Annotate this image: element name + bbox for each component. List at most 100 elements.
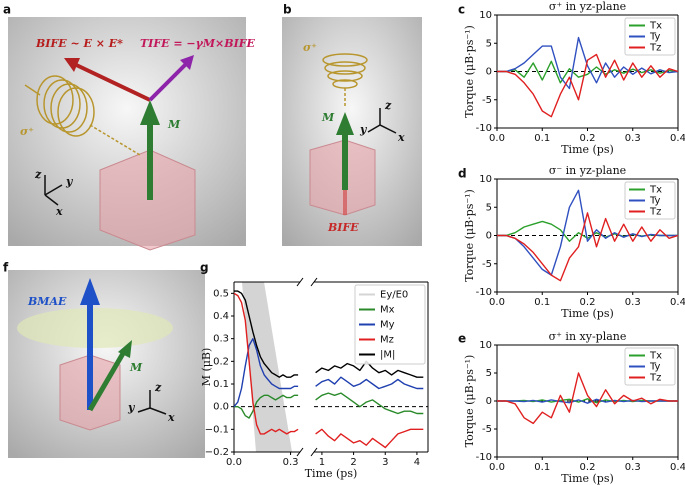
panel-letter: e — [458, 332, 466, 346]
legend-label: My — [380, 320, 395, 331]
y-tick-label: 0 — [486, 231, 492, 242]
x-tick-label: 3 — [382, 457, 388, 468]
axis-break — [296, 277, 304, 287]
y-tick-label: −0.1 — [205, 424, 229, 435]
axis-y: y — [359, 123, 368, 136]
axis-x: x — [55, 205, 63, 218]
legend-box — [354, 284, 426, 365]
legend-box — [624, 347, 676, 386]
m-label: M — [321, 111, 335, 124]
legend-label: Mz — [380, 335, 394, 346]
y-axis-label: Torque (μB·ps⁻¹) — [463, 189, 476, 282]
legend-label: Tx — [649, 351, 662, 362]
axis-z: z — [384, 99, 392, 112]
y-tick-label: 0 — [486, 396, 492, 407]
x-tick-label: 0.0 — [489, 297, 505, 308]
legend-label: Tz — [649, 43, 661, 54]
series-line — [233, 338, 424, 408]
t-arrow-head — [180, 55, 194, 70]
panel-letter: g — [200, 261, 209, 275]
y-axis-label: Torque (μB·ps⁻¹) — [463, 355, 476, 448]
x-tick-label: 0.2 — [580, 133, 596, 144]
x-tick-label: 1 — [319, 457, 325, 468]
x-tick-label: 0.3 — [625, 462, 641, 473]
x-tick-label: 0.1 — [534, 133, 550, 144]
axis-x: x — [167, 411, 175, 424]
y-tick-label: 0 — [486, 67, 492, 78]
y-tick-label: -5 — [482, 259, 492, 270]
panel-letter: a — [3, 3, 11, 17]
y-tick-label: 10 — [479, 10, 492, 21]
series-line — [234, 290, 424, 378]
series-line — [497, 53, 679, 118]
x-tick-label: 0.1 — [534, 462, 550, 473]
t-arrow — [148, 60, 190, 102]
m-arrow — [87, 348, 128, 412]
y-tick-label: 10 — [479, 340, 492, 351]
series-line — [497, 60, 679, 84]
chart-title: σ⁺ in yz-plane — [549, 0, 626, 13]
field-equation: BIFE ~ E × E* — [35, 37, 123, 50]
easy-plane — [17, 308, 173, 348]
x-tick-label: 0.4 — [670, 462, 685, 473]
legend-label: Tx — [649, 21, 662, 32]
axis-break — [310, 447, 318, 457]
y-tick-label: 10 — [479, 174, 492, 185]
torque-equation: TIFE = −γM×BIFE — [140, 37, 256, 50]
panel-letter: b — [283, 3, 292, 17]
y-tick-label: -10 — [476, 123, 492, 134]
m-label: M — [167, 118, 181, 131]
axes-triad — [137, 390, 167, 415]
legend-label: Tz — [649, 373, 661, 384]
m-label: M — [129, 361, 143, 374]
y-tick-label: 5 — [486, 368, 492, 379]
y-tick-label: 5 — [486, 202, 492, 213]
legend-label: Ty — [649, 32, 661, 43]
b-arrow-head — [64, 58, 80, 72]
x-axis-label: Time (ps) — [305, 467, 358, 480]
y-tick-label: 0.5 — [213, 288, 229, 299]
legend-label: Ty — [649, 196, 661, 207]
legend-label: Tx — [649, 185, 662, 196]
y-tick-label: -10 — [476, 287, 492, 298]
panel-letter: f — [3, 261, 9, 275]
series-line — [233, 292, 424, 449]
y-axis-label: M (μB) — [200, 348, 213, 387]
y-tick-label: −0.2 — [205, 447, 229, 458]
x-tick-label: 4 — [414, 457, 420, 468]
b-arrow — [69, 60, 151, 102]
m-arrow-head — [118, 340, 132, 358]
axis-y: y — [65, 175, 74, 188]
axis-y: y — [127, 401, 136, 414]
x-tick-label: 0.0 — [489, 462, 505, 473]
series-line — [497, 212, 679, 282]
y-tick-label: 0.0 — [213, 402, 229, 413]
light-coil — [24, 75, 141, 156]
legend-label: |M| — [380, 350, 395, 361]
axis-z: z — [34, 168, 42, 181]
axes-triad — [44, 175, 63, 206]
polarization: σ⁺ — [20, 125, 34, 138]
x-tick-label: 0.4 — [670, 297, 685, 308]
m-arrow-head — [336, 112, 354, 135]
b-label: BMAE — [27, 295, 67, 308]
x-tick-label: 0.4 — [670, 133, 685, 144]
y-tick-label: 0.4 — [213, 311, 229, 322]
x-tick-label: 2 — [350, 457, 356, 468]
light-coil — [322, 53, 368, 108]
axis-z: z — [154, 381, 162, 394]
panel-letter: c — [458, 3, 465, 17]
b-label: BIFE — [327, 221, 359, 234]
x-tick-label: 0.2 — [580, 297, 596, 308]
axis-break — [310, 277, 318, 287]
legend-label: Ey/E0 — [380, 290, 408, 301]
x-tick-label: 0.3 — [625, 297, 641, 308]
x-axis-label: Time (ps) — [561, 472, 614, 485]
axes-triad — [367, 108, 397, 134]
y-axis-label: Torque (μB·ps⁻¹) — [463, 25, 476, 118]
legend-label: Tz — [649, 207, 661, 218]
series-line — [497, 372, 678, 425]
y-tick-label: -10 — [476, 452, 492, 463]
legend-label: Ty — [649, 362, 661, 373]
